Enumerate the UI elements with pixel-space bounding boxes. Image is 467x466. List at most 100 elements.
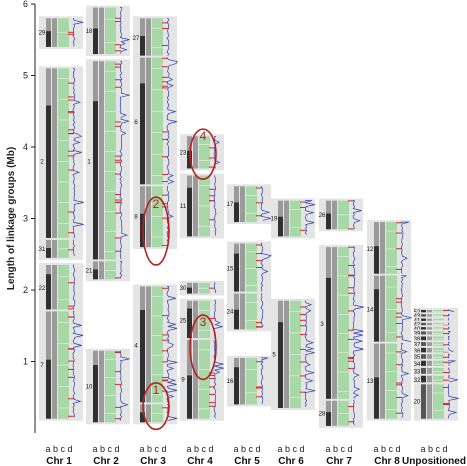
linkage-group: 10 [86, 348, 130, 425]
chromosome-name: Chr 8 [374, 456, 400, 466]
track-b-bar [427, 331, 432, 336]
track-c-bar [58, 264, 69, 312]
linkage-group-label: 22 [39, 286, 46, 292]
track-b-bar [52, 311, 57, 419]
callout-4: 4 [189, 128, 217, 180]
track-b-bar [332, 400, 337, 426]
track-a-bar [46, 105, 51, 255]
density-trace [119, 350, 130, 421]
track-a-bar [421, 375, 426, 385]
track-a-bar [326, 277, 331, 401]
track-c-bar [105, 61, 116, 262]
density-trace [447, 354, 450, 359]
track-b-bar [284, 200, 289, 237]
linkage-group-label: 4 [134, 343, 138, 349]
chromosome-panels: 2923122718121102768423113025917152416195… [39, 5, 459, 428]
track-c-bar [290, 200, 301, 237]
track-a-bar [374, 289, 379, 344]
track-b-bar [380, 275, 385, 344]
linkage-group: 11 [180, 173, 224, 239]
callout-label: 4 [200, 129, 207, 143]
density-trace [400, 343, 410, 418]
linkage-group-label: 13 [367, 379, 374, 385]
track-b-bar [146, 286, 151, 405]
linkage-group-label: 25 [180, 318, 187, 324]
y-tick-label: 1 [23, 357, 28, 367]
track-b-bar [52, 18, 57, 47]
linkage-group: 31 [39, 237, 83, 260]
track-c-bar [152, 57, 163, 187]
track-b-bar [193, 175, 198, 237]
density-trace [352, 200, 362, 229]
linkage-group: 17 [227, 184, 272, 225]
track-a-bar [421, 384, 426, 419]
chromosome-name: Chr 4 [187, 456, 213, 466]
track-a-bar [234, 367, 239, 405]
density-trace [447, 384, 459, 419]
linkage-group: 5 [271, 298, 316, 410]
track-a-bar [46, 359, 51, 419]
track-b-bar [427, 375, 432, 385]
linkage-group: 18 [86, 5, 130, 57]
track-a-bar [46, 274, 51, 312]
callout-ellipse [189, 314, 217, 381]
track-a-bar [140, 35, 145, 58]
linkage-group-label: 34 [414, 362, 421, 368]
chromosome-8: 12 14 13 [367, 220, 412, 421]
y-axis: 1 2 3 4 5 6 Length of linkage groups (Mb) [6, 0, 36, 433]
density-trace [260, 357, 269, 404]
density-trace [447, 336, 450, 341]
track-a-bar [421, 331, 426, 336]
density-trace [72, 239, 75, 256]
chromosome-1: 29 2 31 22 7 [39, 16, 84, 421]
callout-ellipse [189, 128, 217, 180]
linkage-group-label: 21 [86, 268, 93, 274]
linkage-group: 2 [39, 66, 84, 257]
density-trace [447, 322, 450, 326]
linkage-group-label: 3 [320, 322, 324, 328]
track-b-bar [284, 300, 289, 408]
linkage-group-label: 37 [414, 343, 421, 349]
linkage-group: 6 [133, 55, 178, 189]
linkage-group-label: 16 [227, 379, 234, 385]
track-a-bar [326, 412, 331, 426]
density-trace [119, 60, 130, 262]
track-a-bar [421, 336, 426, 342]
chromosome-2: 18 1 21 10 [86, 5, 130, 425]
track-b-bar [427, 322, 432, 327]
callout-label: 1 [153, 383, 160, 397]
track-b-bar [240, 293, 245, 330]
track-a-bar [374, 246, 379, 276]
density-trace [166, 185, 174, 247]
density-trace [448, 313, 450, 317]
chromosome-name: Chr 6 [278, 456, 304, 466]
linkage-group-label: 33 [414, 370, 421, 376]
track-letters: a b c d [373, 444, 400, 454]
linkage-group-label: 14 [367, 308, 374, 314]
linkage-group-label: 18 [86, 29, 93, 35]
linkage-group-label: 36 [414, 349, 421, 355]
track-a-bar [326, 213, 331, 230]
track-a-bar [46, 31, 51, 47]
track-c-bar [433, 384, 444, 419]
density-trace [352, 246, 364, 400]
density-trace [72, 17, 84, 47]
density-trace [260, 185, 272, 221]
y-tick-label: 5 [23, 71, 28, 81]
track-b-bar [146, 186, 151, 248]
density-trace [448, 309, 455, 313]
callout-ellipse [142, 382, 170, 431]
linkage-group-label: 9 [181, 377, 185, 383]
linkage-group: 33 [414, 365, 458, 378]
track-b-bar [380, 343, 385, 419]
track-letters: a b c d [420, 444, 447, 454]
callout-label: 2 [153, 197, 160, 211]
y-tick-label: 6 [23, 0, 28, 9]
y-axis-title: Length of linkage groups (Mb) [6, 147, 17, 290]
track-a-bar [421, 314, 426, 318]
track-a-bar [140, 412, 145, 423]
y-tick-label: 3 [23, 214, 28, 224]
track-b-bar [193, 136, 198, 169]
chromosome-5: 17 15 24 16 [227, 184, 272, 407]
